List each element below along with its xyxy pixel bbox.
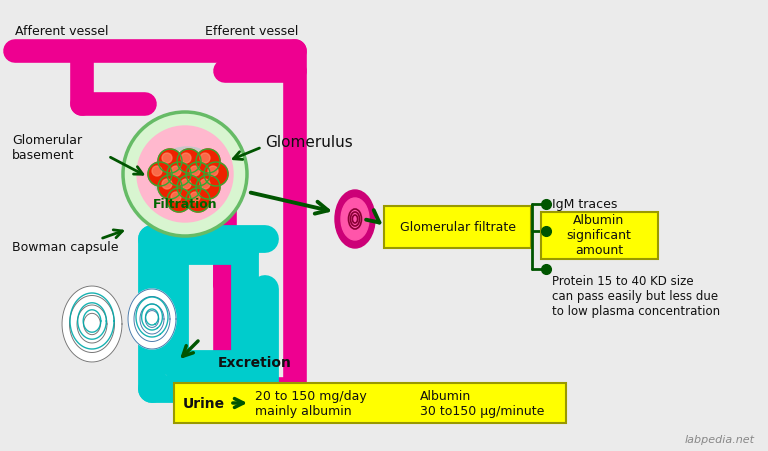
Circle shape [186, 189, 210, 212]
Text: 30 to150 μg/minute: 30 to150 μg/minute [420, 405, 545, 418]
Ellipse shape [157, 152, 217, 202]
FancyBboxPatch shape [174, 383, 566, 423]
Text: mainly albumin: mainly albumin [255, 405, 352, 418]
Circle shape [137, 127, 233, 222]
Circle shape [158, 175, 182, 199]
Text: Albumin
significant
amount: Albumin significant amount [567, 214, 631, 257]
Text: labpedia.net: labpedia.net [685, 434, 755, 444]
Text: Filtration: Filtration [153, 198, 217, 211]
Text: Glomerulus: Glomerulus [265, 135, 353, 150]
FancyBboxPatch shape [384, 207, 531, 249]
Circle shape [200, 154, 210, 164]
Text: Glomerular filtrate: Glomerular filtrate [399, 221, 515, 234]
Circle shape [196, 150, 220, 174]
Text: IgM traces: IgM traces [552, 198, 617, 211]
Circle shape [148, 163, 172, 187]
Circle shape [177, 175, 201, 199]
Text: Urine: Urine [183, 396, 225, 410]
Circle shape [123, 113, 247, 236]
Text: Albumin: Albumin [420, 390, 472, 403]
Circle shape [158, 150, 182, 174]
Circle shape [162, 179, 172, 189]
Circle shape [200, 179, 210, 189]
Ellipse shape [153, 147, 221, 206]
Ellipse shape [335, 191, 375, 249]
Circle shape [196, 175, 220, 199]
Circle shape [152, 166, 162, 177]
Circle shape [190, 166, 200, 177]
Ellipse shape [341, 198, 369, 240]
Polygon shape [62, 286, 122, 362]
Circle shape [190, 193, 200, 202]
Text: Bowman capsule: Bowman capsule [12, 241, 118, 254]
Text: Efferent vessel: Efferent vessel [205, 25, 299, 38]
Circle shape [171, 193, 181, 202]
Polygon shape [128, 290, 176, 349]
Circle shape [167, 189, 191, 212]
Circle shape [181, 154, 191, 164]
Text: Excretion: Excretion [218, 355, 292, 369]
Circle shape [167, 163, 191, 187]
Circle shape [186, 163, 210, 187]
Circle shape [162, 154, 172, 164]
Text: Afferent vessel: Afferent vessel [15, 25, 108, 38]
FancyBboxPatch shape [541, 212, 658, 259]
Circle shape [208, 166, 218, 177]
Circle shape [177, 150, 201, 174]
Text: Glomerular
basement: Glomerular basement [12, 133, 82, 161]
Circle shape [171, 166, 181, 177]
Text: Protein 15 to 40 KD size
can pass easily but less due
to low plasma concentratio: Protein 15 to 40 KD size can pass easily… [552, 274, 720, 318]
Circle shape [204, 163, 228, 187]
Text: 20 to 150 mg/day: 20 to 150 mg/day [255, 390, 367, 403]
Circle shape [181, 179, 191, 189]
